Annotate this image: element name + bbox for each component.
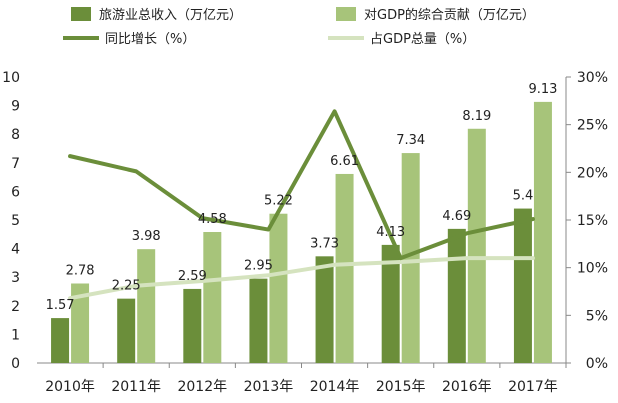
line-yoy-growth-point [200,216,204,220]
line-gdp-share-point [134,284,138,288]
bar-gdp-contribution [269,213,288,363]
x-tick-label: 2017年 [508,379,558,395]
bar-revenue [513,208,532,363]
axes: 0 1 2 3 4 5 6 7 8 9 10 0% 5% 10% 15% 20% 25% 30% 2010年 2011… [2,70,608,395]
bar-gdp-contribution [533,101,552,363]
bar-revenue [51,318,70,363]
line-yoy-growth-point [333,109,337,113]
data-label-gdp-contribution: 8.19 [462,109,491,124]
y-right-tick-label: 5% [586,308,608,324]
line-gdp-share-point [465,256,469,260]
bar-gdp-contribution [401,153,420,363]
y-left-tick-label: 4 [11,242,20,258]
bar-gdp-contribution [467,128,486,363]
bar-revenue [315,256,334,363]
y-left-tick-label: 3 [11,270,20,286]
x-tick-label: 2011年 [111,379,161,395]
y-left-tick-label: 1 [11,327,20,343]
data-label-revenue: 4.69 [442,209,471,224]
y-right-tick-label: 20% [577,165,608,181]
x-tick-label: 2012年 [177,379,227,395]
data-label-revenue: 5.4 [513,189,534,204]
data-label-revenue: 2.59 [178,269,207,284]
data-label-revenue: 2.95 [244,259,273,274]
line-gdp-share-point [399,260,403,264]
bar-gdp-contribution [203,232,222,363]
line-yoy-growth-point [465,231,469,235]
y-left-tick-label: 5 [11,213,20,229]
line-gdp-share-point [531,256,535,260]
y-left-tick-label: 0 [11,356,20,372]
line-gdp-share-point [266,273,270,277]
data-label-gdp-contribution: 6.61 [330,154,359,169]
x-tick-label: 2016年 [442,379,492,395]
y-left-tick-label: 7 [11,156,20,172]
data-labels: 1.57 2.78 2.25 3.98 2.59 4.58 2.95 5.22 3.73 6.61… [46,82,558,313]
bar-revenue [447,228,466,363]
x-tick-label: 2014年 [310,379,360,395]
data-label-revenue: 1.57 [46,298,75,313]
legend-swatch-1 [71,7,91,21]
y-left-tick-label: 8 [11,127,20,143]
y-right-tick-label: 15% [577,213,608,229]
legend: 旅游业总收入（万亿元） 对GDP的综合贡献（万亿元） 同比增长（%） 占GDP总量（%… [63,7,535,47]
legend-swatch-2 [336,7,356,21]
lines [68,109,535,301]
line-gdp-share-point [200,279,204,283]
y-left-tick-label: 6 [11,184,20,200]
bar-gdp-contribution [71,283,90,363]
bar-revenue [249,278,268,363]
bar-gdp-contribution [335,173,354,363]
line-yoy-growth [68,109,535,261]
legend-label-4: 占GDP总量（%） [370,32,475,47]
y-right-tick-label: 10% [577,261,608,277]
y-left-tick-label: 9 [11,99,20,115]
legend-label-3: 同比增长（%） [105,32,195,47]
data-label-revenue: 2.25 [112,279,141,294]
data-label-gdp-contribution: 7.34 [396,133,425,148]
data-label-revenue: 4.13 [376,225,405,240]
y-left-tick-label: 10 [2,70,20,86]
data-label-gdp-contribution: 3.98 [132,229,161,244]
x-tick-label: 2013年 [244,379,294,395]
y-left-tick-label: 2 [11,299,20,315]
legend-label-2: 对GDP的综合贡献（万亿元） [364,7,535,23]
line-yoy-growth-point [266,228,270,232]
line-yoy-growth-point [399,256,403,260]
data-label-gdp-contribution: 2.78 [66,263,95,278]
bar-revenue [117,298,136,363]
data-label-gdp-contribution: 9.13 [528,82,557,97]
y-right-tick-label: 25% [577,118,608,134]
line-yoy-growth-point [68,154,72,158]
line-gdp-share-point [68,296,72,300]
legend-label-1: 旅游业总收入（万亿元） [99,8,242,23]
bar-gdp-contribution [137,249,156,363]
line-gdp-share [68,256,535,301]
x-tick-label: 2015年 [376,379,426,395]
y-right-tick-label: 0% [586,356,608,372]
x-tick-label: 2010年 [45,379,95,395]
line-yoy-growth-point [531,217,535,221]
data-label-gdp-contribution: 4.58 [198,212,227,227]
data-label-gdp-contribution: 5.22 [264,194,293,209]
y-right-tick-label: 30% [577,70,608,86]
line-gdp-share-point [333,263,337,267]
bars [51,101,552,363]
bar-revenue [183,288,202,363]
data-label-revenue: 3.73 [310,236,339,251]
bar-revenue [381,244,400,363]
line-yoy-growth-point [134,169,138,173]
